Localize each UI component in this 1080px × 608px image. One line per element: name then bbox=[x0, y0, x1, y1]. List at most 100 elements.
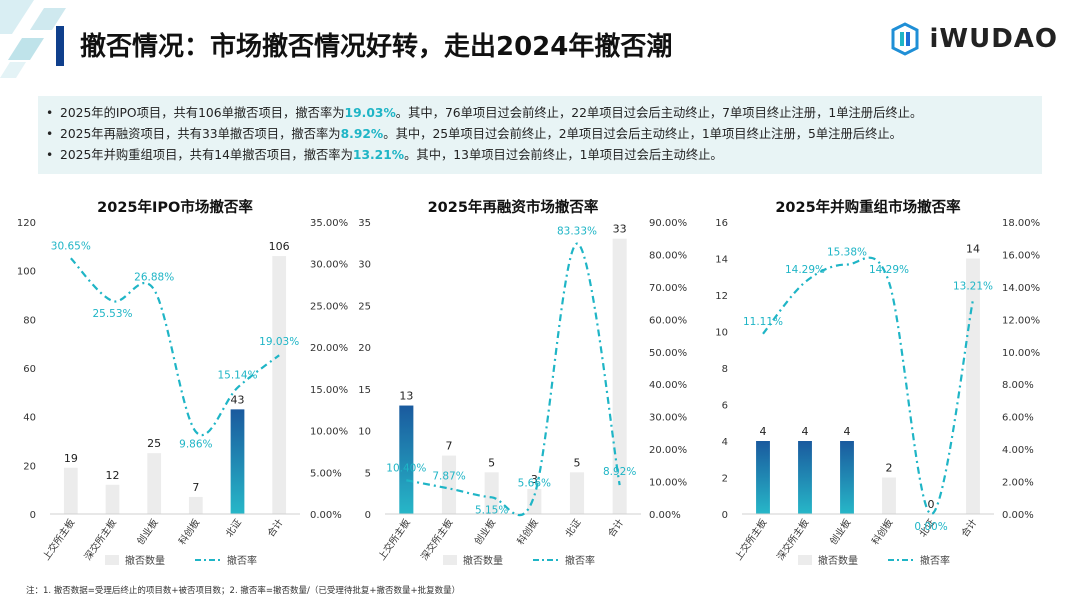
y-right-tick-label: 80.00% bbox=[649, 250, 687, 261]
chart-svg: 2025年并购重组市场撤否率 0 2 4 6 8 10 12 14 16 0.00% 2.00% 4.0… bbox=[715, 198, 1040, 567]
rate-value-label: 13.21% bbox=[953, 281, 993, 293]
y-left-tick-label: 15 bbox=[358, 385, 371, 396]
y-left-tick-label: 8 bbox=[722, 364, 728, 375]
bar bbox=[441, 455, 457, 514]
bar-value-label: 106 bbox=[269, 240, 290, 253]
bar-value-label: 4 bbox=[760, 425, 767, 438]
summary-text: 2025年的IPO项目，共有106单撤否项目，撤否率为 bbox=[60, 106, 345, 120]
bar bbox=[569, 472, 585, 514]
bar bbox=[188, 496, 203, 514]
x-tick-label: 合计 bbox=[605, 516, 626, 539]
y-right-tick-label: 4.00% bbox=[1002, 445, 1034, 456]
bar-value-label: 25 bbox=[147, 437, 161, 450]
y-left-tick-label: 40 bbox=[23, 413, 36, 424]
summary-line-refinancing: • 2025年再融资项目，共有33单撤否项目，撤否率为8.92%。其中，25单项目… bbox=[46, 127, 902, 141]
y-right-tick-label: 25.00% bbox=[310, 301, 348, 312]
y-left-tick-label: 16 bbox=[715, 218, 728, 229]
y-left-tick-label: 100 bbox=[17, 267, 36, 278]
summary-rate: 13.21% bbox=[352, 148, 405, 162]
x-tick-label: 上交所主板 bbox=[40, 516, 77, 562]
summary-text: 。其中，76单项目过会前终止，22单项目过会后主动终止，7单项目终止注册，1单注… bbox=[395, 106, 923, 120]
y-right-tick-label: 5.00% bbox=[310, 468, 342, 479]
rate-value-label: 11.11% bbox=[743, 316, 783, 328]
bar-value-label: 7 bbox=[192, 481, 199, 494]
bar bbox=[756, 441, 770, 514]
legend-bar-label: 撤否数量 bbox=[818, 554, 858, 567]
y-right-tick-label: 2.00% bbox=[1002, 478, 1034, 489]
summary-text: 。其中，25单项目过会前终止，2单项目过会后主动终止，1单项目终止注册，5单注册… bbox=[383, 127, 902, 141]
rate-value-label: 7.87% bbox=[432, 470, 465, 482]
y-right-tick-label: 12.00% bbox=[1002, 315, 1040, 326]
legend-line-label: 撤否率 bbox=[227, 554, 257, 567]
y-right-tick-label: 14.00% bbox=[1002, 283, 1040, 294]
rate-value-label: 5.66% bbox=[518, 478, 551, 490]
bar-value-label: 19 bbox=[64, 452, 78, 465]
summary-text: 2025年再融资项目，共有33单撤否项目，撤否率为 bbox=[60, 127, 341, 141]
bar bbox=[399, 405, 414, 514]
legend-line-label: 撤否率 bbox=[565, 554, 595, 567]
y-left-tick-label: 0 bbox=[722, 510, 728, 521]
summary-line-ipo: • 2025年的IPO项目，共有106单撤否项目，撤否率为19.03%。其中，76… bbox=[46, 106, 923, 120]
chart-svg: 2025年再融资市场撤否率051015202530350.00%10.00%20… bbox=[358, 198, 687, 567]
y-left-tick-label: 14 bbox=[715, 255, 728, 266]
y-right-tick-label: 8.00% bbox=[1002, 380, 1034, 391]
rate-value-label: 25.53% bbox=[92, 308, 132, 320]
y-left-tick-label: 2 bbox=[722, 474, 728, 485]
y-right-tick-label: 60.00% bbox=[649, 315, 687, 326]
rate-value-label: 83.33% bbox=[557, 226, 597, 238]
y-left-tick-label: 80 bbox=[23, 315, 36, 326]
rate-line bbox=[70, 257, 280, 436]
chart-svg: 2025年IPO市场撤否率 0 20 40 60 80 100 120 0.00% 5.00% 10… bbox=[17, 198, 348, 567]
y-left-tick-label: 4 bbox=[722, 437, 728, 448]
bar-value-label: 3 bbox=[531, 473, 538, 486]
rate-value-label: 26.88% bbox=[134, 272, 174, 284]
bar bbox=[612, 238, 627, 514]
y-right-tick-label: 30.00% bbox=[649, 413, 687, 424]
legend-line-label: 撤否率 bbox=[920, 554, 950, 567]
legend-bar-label: 撤否数量 bbox=[125, 554, 165, 567]
rate-value-label: 5.15% bbox=[475, 504, 508, 516]
summary-rate: 8.92% bbox=[340, 127, 384, 141]
y-left-tick-label: 25 bbox=[358, 301, 371, 312]
bar-value-label: 4 bbox=[802, 425, 809, 438]
bar bbox=[527, 488, 542, 514]
x-tick-label: 合计 bbox=[959, 516, 980, 539]
y-left-tick-label: 5 bbox=[365, 468, 371, 479]
chart-title: 2025年再融资市场撤否率 bbox=[428, 198, 599, 216]
rate-value-label: 19.03% bbox=[259, 336, 299, 348]
page-title: 撤否情况：市场撤否情况好转，走出2024年撤否潮 bbox=[80, 32, 673, 62]
y-right-tick-label: 30.00% bbox=[310, 260, 348, 271]
x-tick-label: 上交所主板 bbox=[376, 516, 413, 562]
y-right-tick-label: 18.00% bbox=[1002, 218, 1040, 229]
rate-value-label: 30.65% bbox=[51, 240, 91, 252]
iwudao-logo-icon bbox=[891, 22, 919, 56]
y-right-tick-label: 0.00% bbox=[1002, 510, 1034, 521]
y-right-tick-label: 20.00% bbox=[649, 445, 687, 456]
x-tick-label: 科创板 bbox=[176, 516, 202, 547]
y-left-tick-label: 6 bbox=[722, 401, 728, 412]
y-left-tick-label: 0 bbox=[30, 510, 36, 521]
legend-bar-swatch bbox=[443, 555, 457, 565]
y-left-tick-label: 30 bbox=[358, 260, 371, 271]
y-right-tick-label: 70.00% bbox=[649, 283, 687, 294]
bar-value-label: 2 bbox=[886, 462, 893, 475]
y-left-tick-label: 10 bbox=[358, 427, 371, 438]
x-tick-label: 创业板 bbox=[472, 516, 498, 547]
x-tick-label: 北证 bbox=[564, 517, 584, 539]
chart-refinancing: 2025年再融资市场撤否率 0 5 10 15 20 25 30 35 0.00% 10.00% 20… bbox=[357, 190, 702, 585]
bar-value-label: 0 bbox=[928, 498, 935, 511]
rate-value-label: 15.14% bbox=[217, 370, 257, 382]
x-tick-label: 上交所主板 bbox=[732, 516, 769, 562]
rate-value-label: 14.29% bbox=[869, 264, 909, 276]
bar bbox=[272, 256, 287, 514]
bar-value-label: 43 bbox=[231, 393, 245, 406]
bar bbox=[798, 441, 812, 514]
y-left-tick-label: 120 bbox=[17, 218, 36, 229]
rate-value-label: 9.86% bbox=[179, 439, 212, 451]
bar-value-label: 5 bbox=[488, 456, 495, 469]
rate-value-label: 0.00% bbox=[914, 521, 947, 533]
y-right-tick-label: 20.00% bbox=[310, 343, 348, 354]
bar-value-label: 33 bbox=[613, 223, 627, 236]
bar bbox=[147, 453, 162, 514]
bar-value-label: 12 bbox=[106, 469, 120, 482]
